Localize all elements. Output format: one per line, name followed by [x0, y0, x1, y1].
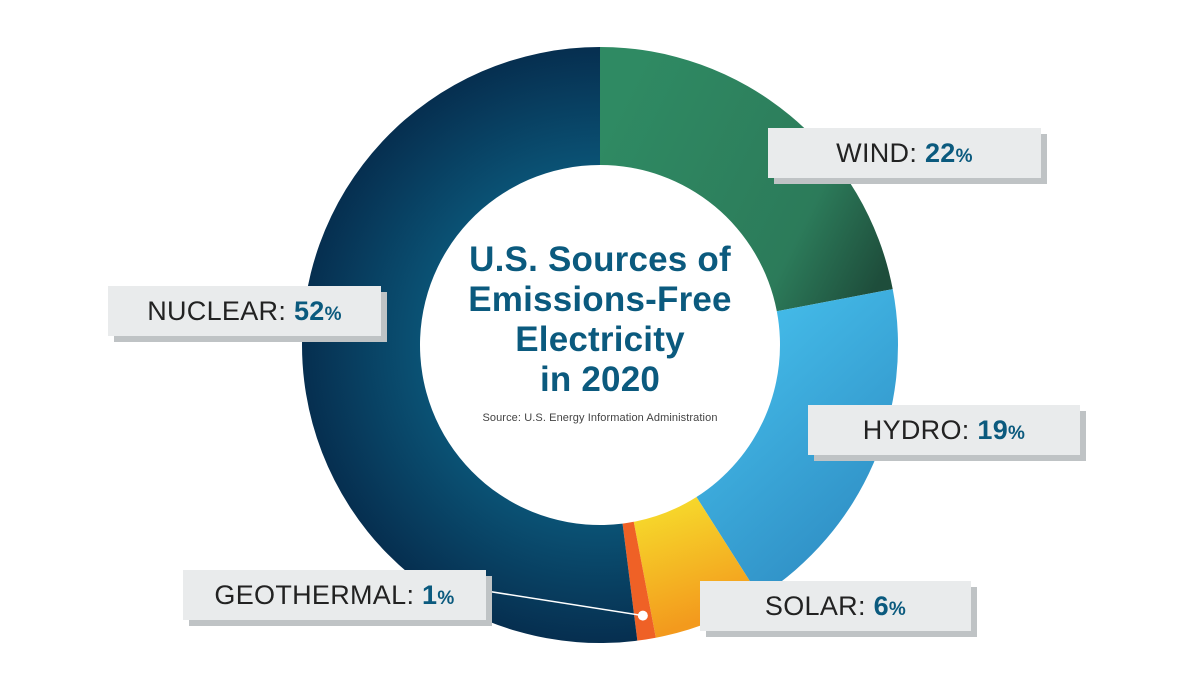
slice-hydro: [696, 289, 898, 597]
label-separator: :: [857, 591, 874, 621]
label-value: 22: [924, 138, 956, 168]
label-percent: %: [1008, 423, 1026, 444]
chart-title-block: U.S. Sources of Emissions-Free Electrici…: [425, 240, 775, 424]
data-label-solar: SOLAR: 6%: [700, 581, 971, 631]
label-percent: %: [324, 304, 342, 325]
chart-title-line: Emissions-Free: [468, 280, 732, 319]
data-label-wind: WIND: 22%: [768, 128, 1041, 178]
data-label-nuclear: NUCLEAR: 52%: [108, 286, 381, 336]
slice-wind: [600, 47, 893, 312]
slice-geothermal: [622, 521, 656, 641]
chart-title: U.S. Sources of Emissions-Free Electrici…: [425, 240, 775, 400]
label-percent: %: [888, 599, 907, 620]
label-value: 52: [293, 296, 325, 326]
label-name: NUCLEAR: [147, 296, 279, 326]
data-label-geothermal: GEOTHERMAL: 1%: [183, 570, 486, 620]
chart-title-line: Electricity: [515, 320, 685, 359]
data-label-hydro: HYDRO: 19%: [808, 405, 1080, 455]
label-percent: %: [955, 146, 973, 167]
chart-title-line: in 2020: [539, 360, 661, 399]
label-separator: :: [278, 296, 294, 326]
label-value: 1: [422, 580, 438, 610]
geothermal-marker-dot: [637, 610, 648, 621]
label-separator: :: [909, 138, 925, 168]
label-name: HYDRO: [862, 415, 962, 445]
label-separator: :: [406, 580, 423, 610]
slice-nuclear: [302, 47, 638, 643]
label-value: 19: [977, 415, 1009, 445]
label-name: WIND: [836, 138, 910, 168]
chart-source: Source: U.S. Energy Information Administ…: [482, 412, 718, 424]
label-percent: %: [437, 588, 455, 609]
geothermal-leader-line: [479, 589, 643, 617]
label-separator: :: [961, 415, 978, 445]
chart-title-line: U.S. Sources of: [469, 240, 731, 279]
label-value: 6: [873, 591, 889, 621]
label-name: GEOTHERMAL: [214, 580, 407, 610]
label-name: SOLAR: [764, 591, 858, 621]
